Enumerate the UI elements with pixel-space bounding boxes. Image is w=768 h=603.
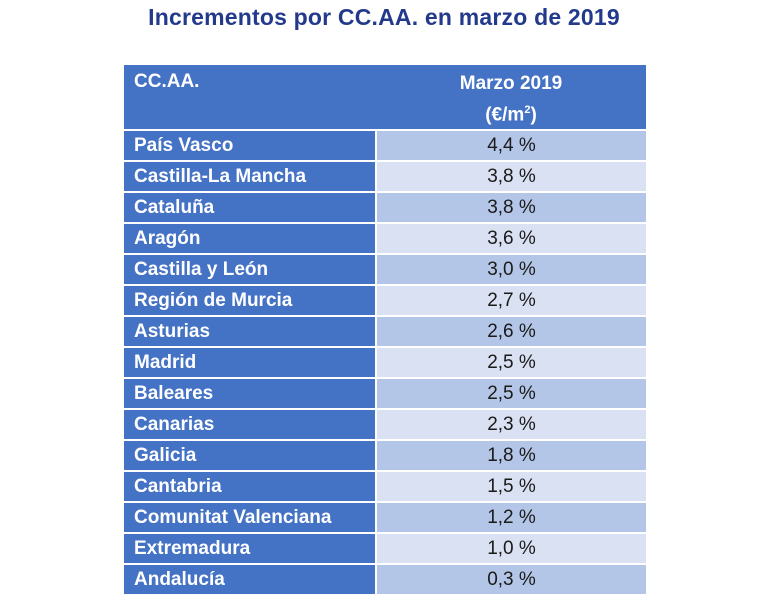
region-cell: Comunitat Valenciana xyxy=(124,502,377,534)
value-cell: 3,6 % xyxy=(376,223,646,255)
table-header-row: CC.AA. Marzo 2019 (€/m2) xyxy=(124,65,646,131)
value-cell: 3,8 % xyxy=(376,192,646,224)
region-cell: Galicia xyxy=(124,440,377,472)
value-cell: 3,0 % xyxy=(376,254,646,286)
value-cell: 1,2 % xyxy=(376,502,646,534)
value-cell: 2,3 % xyxy=(376,409,646,441)
chart-title: Incrementos por CC.AA. en marzo de 2019 xyxy=(148,4,620,30)
region-cell: Castilla y León xyxy=(124,254,377,286)
table-body: País Vasco 4,4 % Castilla-La Mancha 3,8 % Ca… xyxy=(124,130,646,596)
table-row: Canarias 2,3 % xyxy=(124,409,646,441)
table-row: Asturias 2,6 % xyxy=(124,316,646,348)
value-cell: 4,4 % xyxy=(376,130,646,162)
value-cell: 2,7 % xyxy=(376,285,646,317)
table-row: Madrid 2,5 % xyxy=(124,347,646,379)
region-cell: Canarias xyxy=(124,409,377,441)
value-cell: 3,8 % xyxy=(376,161,646,193)
value-cell: 1,5 % xyxy=(376,471,646,503)
region-cell: Cataluña xyxy=(124,192,377,224)
region-cell: Extremadura xyxy=(124,533,377,565)
value-cell: 0,3 % xyxy=(376,564,646,596)
region-cell: País Vasco xyxy=(124,130,377,162)
value-cell: 2,5 % xyxy=(376,378,646,410)
table-row: Comunitat Valenciana 1,2 % xyxy=(124,502,646,534)
region-cell: Aragón xyxy=(124,223,377,255)
value-cell: 2,6 % xyxy=(376,316,646,348)
column-header-label: Marzo 2019 xyxy=(459,73,563,94)
table-row: Cantabria 1,5 % xyxy=(124,471,646,503)
column-header-unit-exponent: 2 xyxy=(524,104,531,116)
table-row: Cataluña 3,8 % xyxy=(124,192,646,224)
table-row: Baleares 2,5 % xyxy=(124,378,646,410)
column-header-march-2019: Marzo 2019 (€/m2) xyxy=(376,65,646,131)
column-header-unit-close: ) xyxy=(530,104,537,126)
table-row: País Vasco 4,4 % xyxy=(124,130,646,162)
table-row: Castilla y León 3,0 % xyxy=(124,254,646,286)
table-row: Extremadura 1,0 % xyxy=(124,533,646,565)
table-row: Aragón 3,6 % xyxy=(124,223,646,255)
value-cell: 1,8 % xyxy=(376,440,646,472)
column-header-unit: (€/m xyxy=(485,104,525,126)
region-cell: Madrid xyxy=(124,347,377,379)
region-cell: Castilla-La Mancha xyxy=(124,161,377,193)
region-cell: Cantabria xyxy=(124,471,377,503)
table-row: Región de Murcia 2,7 % xyxy=(124,285,646,317)
column-header-region: CC.AA. xyxy=(124,65,376,131)
region-cell: Baleares xyxy=(124,378,377,410)
region-cell: Asturias xyxy=(124,316,377,348)
increments-table: CC.AA. Marzo 2019 (€/m2) País Vasco 4,4 %… xyxy=(124,65,646,596)
value-cell: 2,5 % xyxy=(376,347,646,379)
region-cell: Andalucía xyxy=(124,564,377,596)
region-cell: Región de Murcia xyxy=(124,285,377,317)
table-row: Galicia 1,8 % xyxy=(124,440,646,472)
value-cell: 1,0 % xyxy=(376,533,646,565)
table-row: Castilla-La Mancha 3,8 % xyxy=(124,161,646,193)
table-row: Andalucía 0,3 % xyxy=(124,564,646,596)
